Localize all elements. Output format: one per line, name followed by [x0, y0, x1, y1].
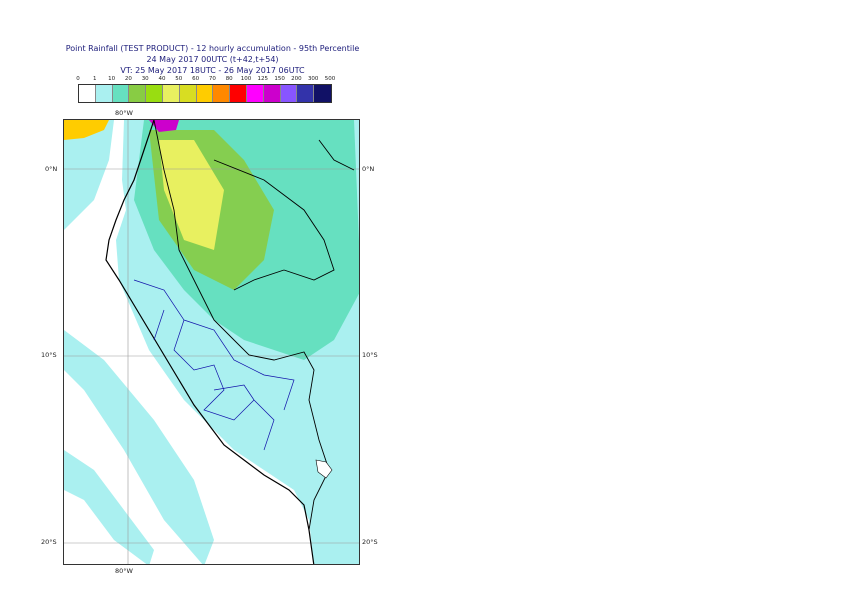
legend-swatch	[230, 85, 247, 102]
title-line-1: Point Rainfall (TEST PRODUCT) - 12 hourl…	[65, 44, 360, 53]
legend-tick-label: 30	[141, 76, 149, 82]
legend-tick-label: 1	[93, 76, 97, 82]
legend-swatch	[280, 85, 298, 102]
legend-swatch	[196, 85, 214, 102]
region-boundaries	[133, 279, 295, 451]
legend-tick-label: 20	[124, 76, 132, 82]
legend-tick-label: 200	[291, 76, 302, 82]
legend-tick-label: 50	[175, 76, 183, 82]
legend-tick-label: 70	[208, 76, 216, 82]
title-line-3: VT: 25 May 2017 18UTC - 26 May 2017 06UT…	[120, 66, 305, 75]
lat-label-20s-right: 20°S	[362, 538, 378, 546]
legend-tick-label: 125	[257, 76, 269, 82]
country-borders	[153, 120, 355, 531]
legend-swatch	[246, 85, 264, 102]
lat-label-10s-left: 10°S	[41, 351, 57, 359]
lon-label-bottom: 80°W	[115, 567, 133, 575]
legend-tick-label: 80	[225, 76, 233, 82]
lat-label-20s-left: 20°S	[41, 538, 57, 546]
lat-label-0n-left: 0°N	[45, 165, 58, 173]
map-canvas	[64, 120, 359, 564]
offshore-streak-3	[64, 120, 114, 230]
legend-swatch	[314, 85, 331, 102]
legend-swatch	[213, 85, 231, 102]
legend-tick-label: 100	[240, 76, 252, 82]
map-frame	[63, 119, 360, 565]
legend-swatch	[112, 85, 130, 102]
legend-tick-label: 500	[324, 76, 336, 82]
legend-swatch	[263, 85, 281, 102]
legend-tick-label: 60	[192, 76, 200, 82]
legend-swatch	[297, 85, 315, 102]
lat-label-10s-right: 10°S	[362, 351, 378, 359]
lake-titicaca	[315, 459, 333, 479]
legend-swatch	[179, 85, 197, 102]
legend-tick-label: 0	[76, 76, 80, 82]
legend-swatch	[146, 85, 163, 102]
legend-tick-label: 10	[108, 76, 116, 82]
color-legend	[78, 84, 332, 103]
rain-heavy-nw	[64, 120, 109, 140]
rain-heavy-top	[149, 120, 179, 132]
rain-30-40	[159, 140, 224, 250]
legend-tick-label: 300	[307, 76, 319, 82]
legend-swatch	[162, 85, 180, 102]
legend-tick-labels: 0 1 10 20 30 40 50 60 70 80 100 125 150 200 300 500	[70, 74, 360, 84]
title-line-2: 24 May 2017 00UTC (t+42,t+54)	[146, 55, 279, 64]
legend-tick-label: 40	[158, 76, 166, 82]
lat-label-0n-right: 0°N	[362, 165, 375, 173]
legend-tick-label: 150	[274, 76, 285, 82]
offshore-streak-1	[64, 330, 214, 564]
lon-label-top: 80°W	[115, 109, 133, 117]
legend-swatch	[79, 85, 96, 102]
coastline	[105, 120, 315, 564]
legend-swatch	[95, 85, 113, 102]
legend-swatch	[129, 85, 147, 102]
offshore-streak-2	[64, 450, 154, 564]
